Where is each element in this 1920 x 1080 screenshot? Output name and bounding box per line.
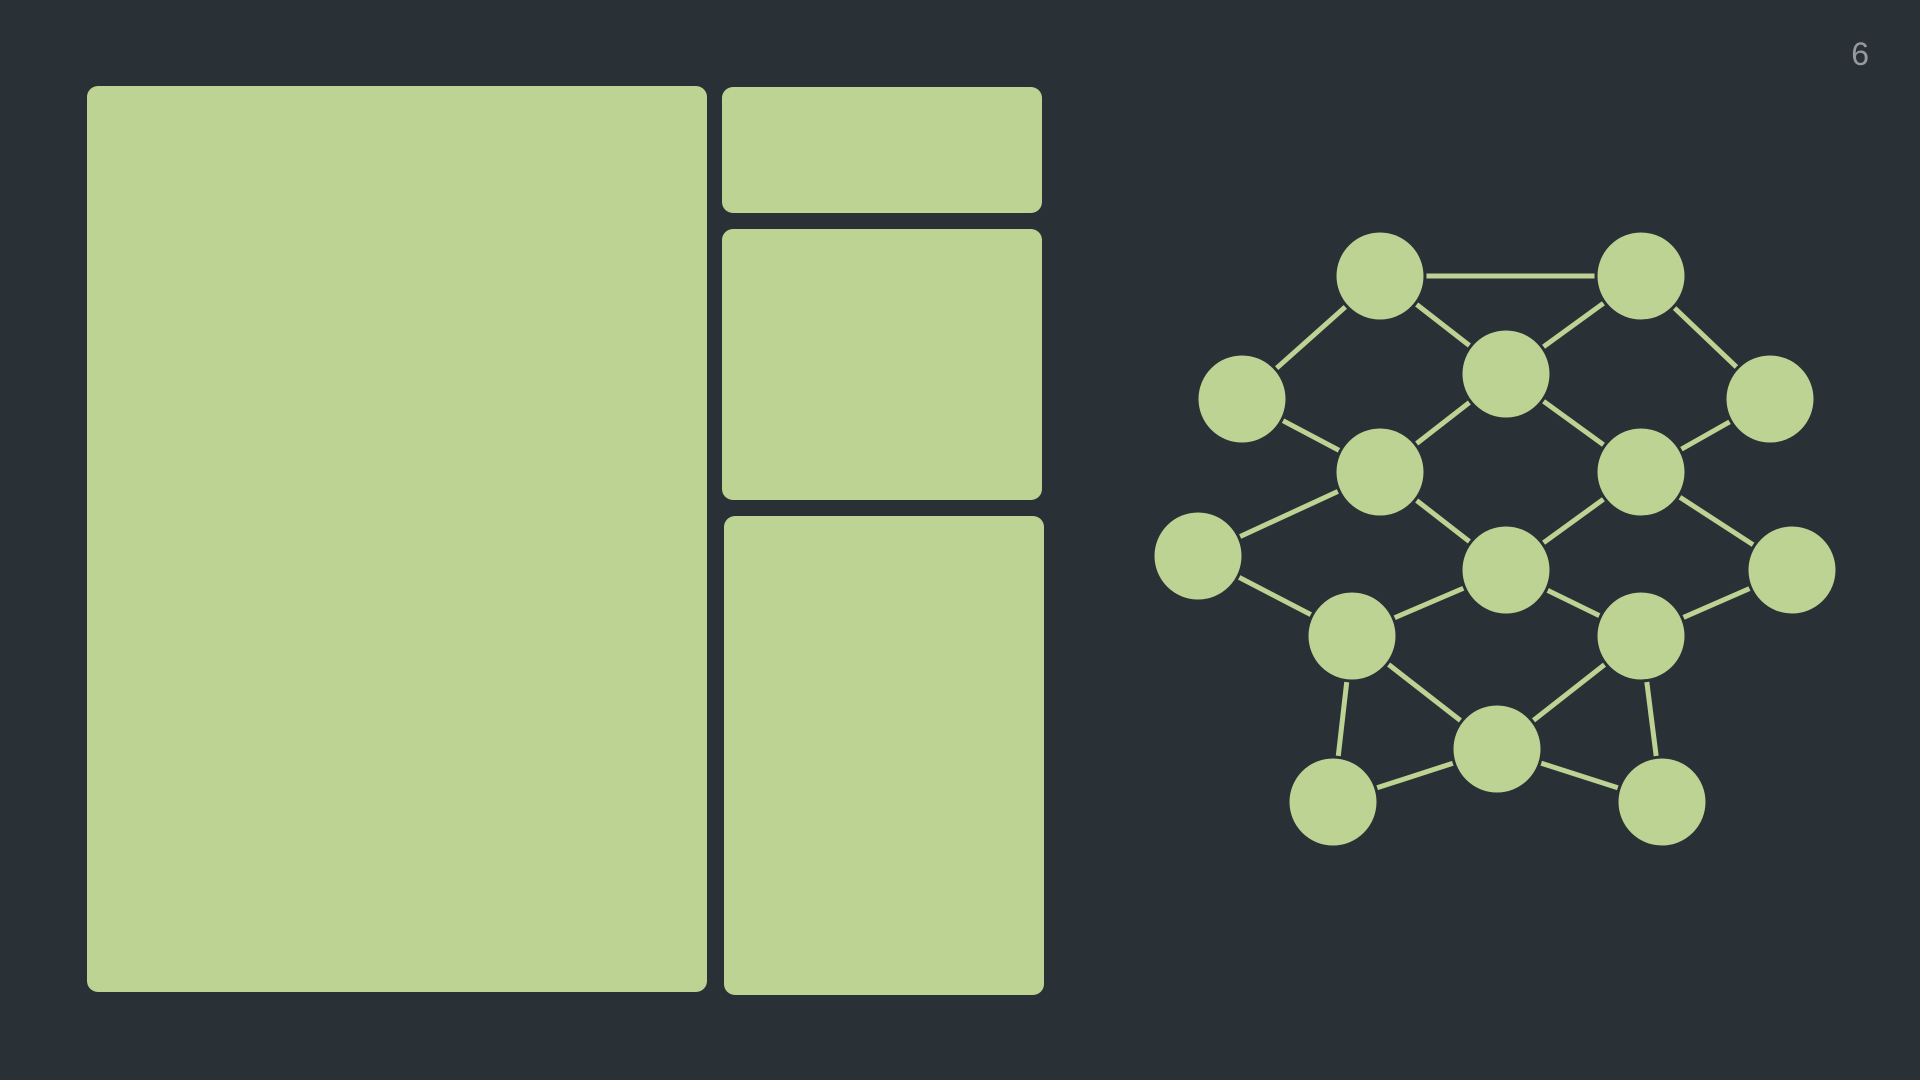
network-node [1459,327,1553,421]
network-node [1459,523,1553,617]
network-node [1450,702,1544,796]
network-node [1333,425,1427,519]
network-node [1286,755,1380,849]
network-node [1305,589,1399,683]
large-content-panel [87,86,707,992]
network-node [1594,229,1688,323]
middle-right-content-panel [722,229,1042,500]
network-node [1615,755,1709,849]
network-node [1333,229,1427,323]
page-number: 6 [1851,36,1869,72]
network-node [1594,425,1688,519]
top-right-content-panel [722,87,1042,213]
bottom-right-content-panel [724,516,1044,995]
network-node [1723,352,1817,446]
network-node [1151,509,1245,603]
network-node [1745,523,1839,617]
network-node [1195,352,1289,446]
network-node [1594,589,1688,683]
network-nodes [1151,229,1839,849]
